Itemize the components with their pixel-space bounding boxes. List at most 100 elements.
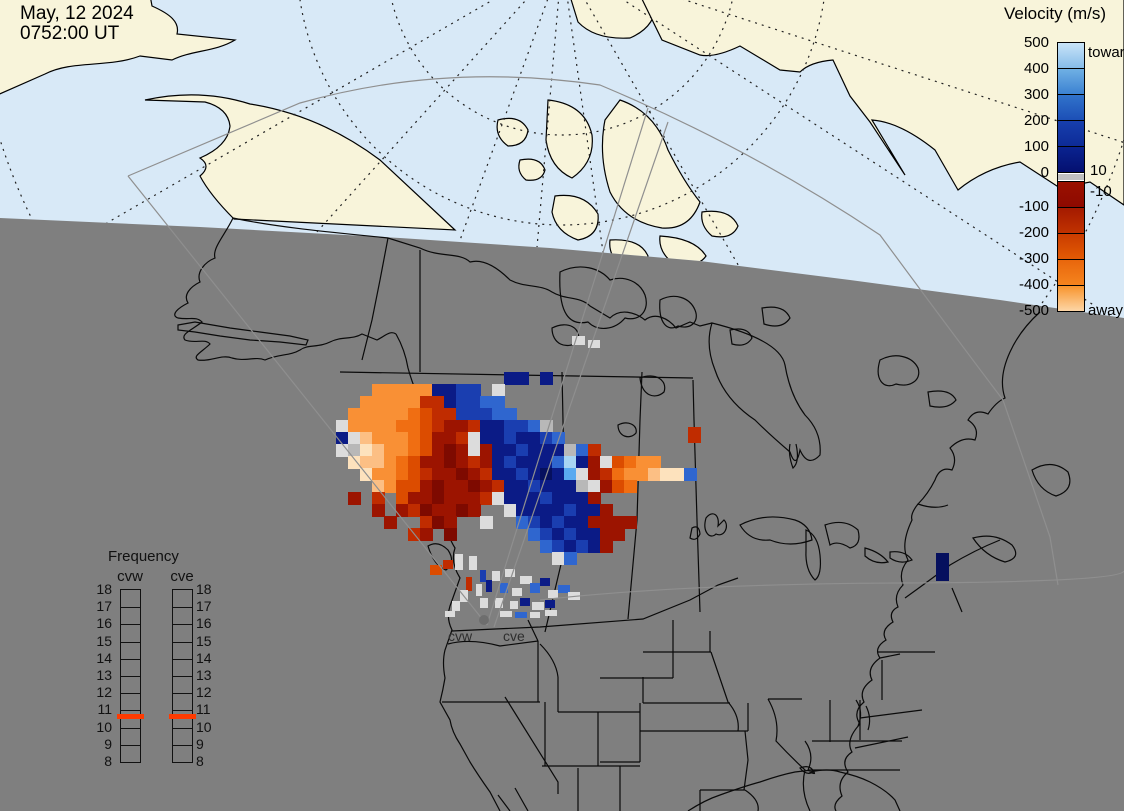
velocity-cell: [460, 590, 468, 602]
colorbar-tick-label: 200: [1023, 112, 1049, 129]
velocity-cell: [469, 556, 477, 570]
colorbar-zero-band: [1058, 173, 1084, 181]
velocity-cell: [510, 601, 518, 609]
velocity-cell: [476, 584, 482, 596]
frequency-tick-line: [173, 659, 192, 660]
colorbar-tick-label: 400: [1023, 60, 1049, 77]
velocity-cell: [445, 611, 455, 617]
velocity-cell: [520, 598, 530, 606]
colorbar-segment: [1058, 95, 1084, 121]
frequency-tick-label: 14: [96, 650, 112, 666]
frequency-tick-label: 18: [96, 581, 112, 597]
frequency-tick-label: 8: [196, 753, 204, 769]
colorbar-segment: [1058, 233, 1084, 259]
frequency-tick-line: [121, 659, 140, 660]
velocity-cell: [430, 565, 442, 575]
velocity-cell: [532, 602, 544, 610]
colorbar-segment: [1058, 285, 1084, 311]
velocity-cell: [348, 492, 361, 505]
frequency-tick-line: [173, 676, 192, 677]
velocity-cell: [455, 554, 463, 570]
frequency-tick-line: [173, 693, 192, 694]
colorbar-tick-label: -400: [1018, 276, 1049, 293]
colorbar-segment: [1058, 207, 1084, 233]
velocity-cell: [548, 590, 558, 598]
frequency-tick-label: 12: [196, 684, 212, 700]
frequency-tick-line: [173, 728, 192, 729]
velocity-cell: [516, 372, 529, 385]
velocity-cell: [624, 480, 637, 493]
frequency-tick-line: [121, 745, 140, 746]
frequency-tick-line: [121, 710, 140, 711]
radar-label-cve: cve: [503, 628, 525, 644]
colorbar-tick-label: -200: [1018, 224, 1049, 241]
frequency-legend-title: Frequency: [108, 548, 179, 565]
frequency-tick-line: [173, 710, 192, 711]
frequency-tick-line: [121, 642, 140, 643]
frequency-tick-label: 17: [96, 598, 112, 614]
frequency-marker: [169, 714, 196, 719]
velocity-cell: [420, 528, 433, 541]
colorbar-segment: [1058, 147, 1084, 173]
frequency-tick-label: 9: [104, 736, 112, 752]
velocity-cell: [530, 612, 540, 618]
frequency-tick-line: [121, 607, 140, 608]
frequency-tick-line: [173, 607, 192, 608]
frequency-tick-label: 18: [196, 581, 212, 597]
velocity-cell: [466, 577, 472, 591]
velocity-cell: [684, 468, 697, 481]
velocity-cell: [486, 580, 492, 592]
velocity-cell: [688, 427, 701, 443]
frequency-tick-line: [173, 624, 192, 625]
velocity-colorbar: [1057, 42, 1085, 312]
frequency-tick-label: 15: [196, 633, 212, 649]
velocity-cell: [568, 592, 580, 600]
velocity-cell: [443, 560, 453, 569]
radar-label-cvw: cvw: [448, 628, 473, 644]
colorbar-title: Velocity (m/s): [1004, 4, 1107, 23]
frequency-tick-line: [121, 693, 140, 694]
frequency-tick-line: [173, 745, 192, 746]
colorbar-tick-label: -100: [1018, 198, 1049, 215]
frequency-bar-cvw: [120, 589, 141, 763]
frequency-column-label: cvw: [117, 568, 143, 585]
colorbar-away-label: away: [1088, 302, 1124, 319]
velocity-cell: [600, 540, 613, 553]
velocity-cell: [384, 516, 397, 529]
velocity-cell: [512, 588, 522, 596]
frequency-bar-cve: [172, 589, 193, 763]
velocity-cell: [452, 601, 460, 611]
frequency-tick-label: 11: [97, 701, 112, 717]
colorbar-tick-label: 0: [1040, 164, 1049, 181]
frequency-tick-label: 12: [96, 684, 112, 700]
colorbar-segment: [1058, 43, 1084, 69]
velocity-cell: [545, 600, 555, 608]
velocity-cell: [500, 583, 508, 593]
velocity-cell: [500, 611, 512, 617]
colorbar-segment: [1058, 259, 1084, 285]
colorbar-tick-label: -500: [1018, 302, 1049, 319]
colorbar-tick-label: 500: [1023, 34, 1049, 51]
velocity-cell: [564, 552, 577, 565]
velocity-cell: [540, 372, 553, 385]
frequency-tick-label: 10: [196, 719, 212, 735]
velocity-cell: [572, 336, 585, 345]
colorbar-threshold-upper: 10: [1090, 162, 1107, 179]
colorbar-segment: [1058, 121, 1084, 147]
colorbar-tick-label: 300: [1023, 86, 1049, 103]
frequency-tick-label: 17: [196, 598, 212, 614]
velocity-cell: [624, 516, 637, 529]
velocity-cell: [530, 583, 540, 593]
velocity-cell: [444, 528, 457, 541]
frequency-tick-label: 16: [196, 615, 212, 631]
velocity-cell: [588, 340, 600, 348]
frequency-column-label: cve: [170, 568, 194, 585]
colorbar-tick-label: 100: [1023, 138, 1049, 155]
frequency-marker: [117, 714, 144, 719]
colorbar-segment: [1058, 69, 1084, 95]
frequency-tick-line: [121, 624, 140, 625]
colorbar-segment: [1058, 181, 1084, 207]
velocity-cell: [540, 578, 550, 586]
